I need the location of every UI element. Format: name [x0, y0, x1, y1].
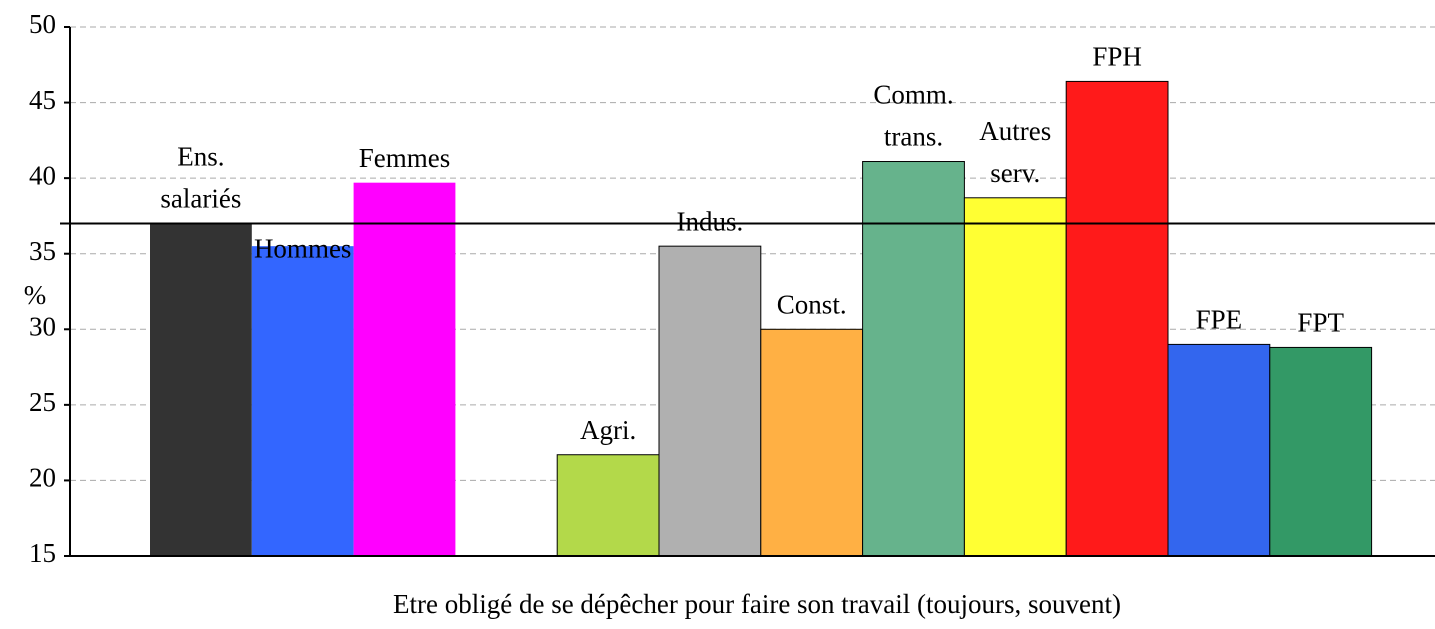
bar	[251, 246, 354, 556]
category-label: Comm.	[873, 80, 953, 110]
category-label: Agri.	[580, 415, 636, 445]
category-label: Const.	[777, 289, 847, 319]
y-tick-label: 35	[29, 236, 56, 266]
category-label: Femmes	[359, 143, 451, 173]
category-label: FPT	[1297, 308, 1344, 338]
y-axis-label: %	[24, 280, 47, 310]
y-tick-label: 30	[29, 311, 56, 341]
bar	[862, 161, 965, 557]
category-label: FPH	[1092, 42, 1142, 72]
y-tick-label: 50	[29, 9, 56, 39]
category-label: Ens.	[177, 142, 224, 172]
bar	[1269, 346, 1373, 557]
bar	[353, 182, 456, 557]
bar	[963, 197, 1067, 557]
bar	[760, 328, 864, 557]
y-tick-label: 20	[29, 463, 56, 493]
y-tick-label: 40	[29, 160, 56, 190]
category-label: Autres	[979, 116, 1051, 146]
x-axis-label: Etre obligé de se dépêcher pour faire so…	[393, 589, 1121, 619]
category-label: trans.	[884, 122, 943, 152]
y-tick-label: 15	[29, 538, 56, 568]
bar	[658, 245, 762, 557]
category-label: salariés	[160, 184, 241, 214]
category-label: Indus.	[677, 206, 744, 236]
category-label: Hommes	[254, 233, 352, 263]
bar	[1167, 343, 1271, 557]
bar	[1065, 80, 1169, 557]
bar	[150, 223, 252, 556]
category-label: serv.	[990, 158, 1040, 188]
y-tick-label: 45	[29, 85, 56, 115]
y-tick-label: 25	[29, 387, 56, 417]
category-label: FPE	[1196, 305, 1243, 335]
bar	[556, 454, 660, 557]
